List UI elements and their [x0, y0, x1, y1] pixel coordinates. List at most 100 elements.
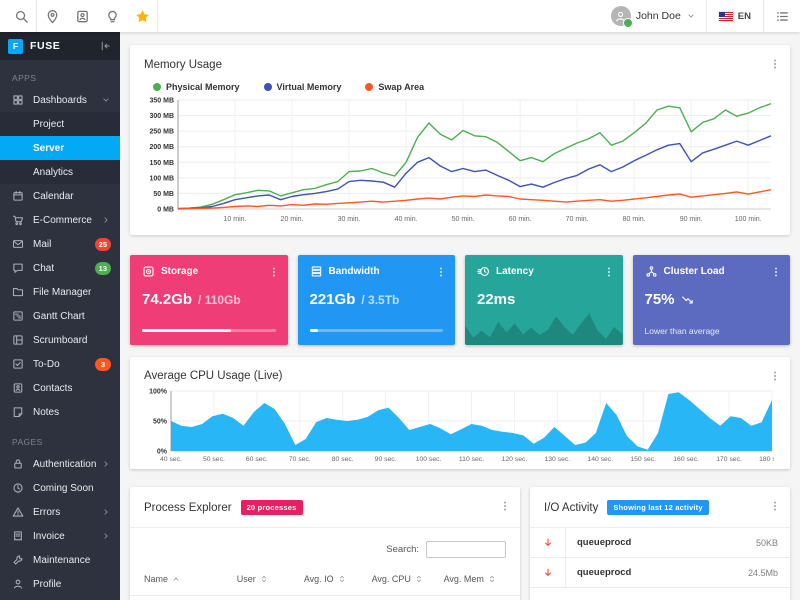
- sidebar-item-scrumboard[interactable]: Scrumboard: [0, 328, 120, 352]
- latency-header: Latency: [477, 265, 611, 278]
- svg-text:350 MB: 350 MB: [149, 98, 174, 105]
- legend-item-virtual-memory[interactable]: Virtual Memory: [263, 82, 341, 92]
- brand-name: FUSE: [30, 40, 61, 52]
- sidebar-item-e-commerce[interactable]: E-Commerce: [0, 208, 120, 232]
- kebab-menu-icon[interactable]: [268, 265, 280, 279]
- kebab-menu-icon[interactable]: [435, 265, 447, 279]
- todo-icon: [12, 358, 24, 370]
- process-explorer-card: Process Explorer 20 processes Search: Na…: [130, 487, 520, 600]
- legend-dot: [153, 83, 161, 91]
- column-header-name[interactable]: Name: [144, 574, 216, 584]
- sidebar-item-mail[interactable]: Mail 25: [0, 232, 120, 256]
- badge-count: 3: [95, 357, 111, 371]
- memory-usage-card: Memory Usage Physical Memory Virtual Memo…: [130, 45, 790, 235]
- sidebar-item-calendar[interactable]: Calendar: [0, 184, 120, 208]
- column-header-avg-io[interactable]: Avg. IO: [289, 574, 362, 584]
- search-label: Search:: [386, 544, 419, 555]
- kebab-menu-icon[interactable]: [499, 499, 511, 513]
- sidebar-item-server[interactable]: Server: [0, 136, 120, 160]
- bulb-button[interactable]: [97, 0, 127, 32]
- sidebar-item-label: Coming Soon: [33, 482, 94, 494]
- kebab-menu-icon[interactable]: [769, 57, 781, 71]
- column-header-user[interactable]: User: [216, 574, 289, 584]
- sidebar-item-invoice[interactable]: Invoice: [0, 524, 120, 548]
- kebab-menu-icon[interactable]: [769, 369, 781, 383]
- legend-item-swap-area[interactable]: Swap Area: [365, 82, 424, 92]
- top-toolbar: John Doe EN: [0, 0, 800, 32]
- latency-card: Latency 22ms: [465, 255, 623, 345]
- sidebar-item-file-manager[interactable]: File Manager: [0, 280, 120, 304]
- sidebar-header: F FUSE: [0, 32, 120, 60]
- user-menu[interactable]: John Doe: [601, 0, 706, 32]
- legend-dot: [263, 83, 272, 91]
- toolbar-divider: [157, 0, 158, 32]
- star-button[interactable]: [127, 0, 157, 32]
- toolbar-divider: [36, 0, 37, 32]
- io-process-name: queueprocd: [577, 567, 632, 578]
- badge-count: 25: [94, 237, 111, 251]
- sidebar-item-label: File Manager: [33, 286, 92, 298]
- process-table-header: Name User Avg. IO Avg. CPU Avg. Mem: [130, 564, 520, 596]
- legend-label: Physical Memory: [166, 82, 240, 92]
- memory-chart-holder: 0 MB 50 MB 100 MB 150 MB 200 MB 250 MB 300 MB 3…: [144, 95, 776, 230]
- language-selector[interactable]: EN: [707, 0, 763, 32]
- cpu-chart: 0% 50% 100% 40 sec. 50 sec. 60 sec. 70 sec. 80 …: [149, 389, 785, 464]
- sidebar-item-label: Errors: [33, 506, 61, 518]
- svg-text:100 min.: 100 min.: [735, 216, 762, 223]
- online-status-badge: [622, 18, 633, 28]
- io-activity-row[interactable]: queueprocd 24.5Mb: [530, 558, 790, 588]
- svg-text:200 MB: 200 MB: [149, 144, 174, 151]
- legend-item-physical-memory[interactable]: Physical Memory: [153, 82, 240, 92]
- column-label: User: [236, 574, 256, 584]
- storage-card: Storage 74.2Gb / 110Gb: [130, 255, 288, 345]
- sidebar-item-project[interactable]: Project: [0, 112, 120, 136]
- contacts-icon: [75, 9, 90, 24]
- svg-text:140 sec.: 140 sec.: [587, 456, 613, 463]
- process-search-input[interactable]: [426, 541, 506, 558]
- calendar-icon: [12, 190, 24, 202]
- sidebar-item-contacts[interactable]: Contacts: [0, 376, 120, 400]
- storage-value: 74.2Gb: [142, 291, 193, 308]
- sidebar-item-chat[interactable]: Chat 13: [0, 256, 120, 280]
- cart-icon: [12, 214, 24, 226]
- search-button[interactable]: [6, 0, 36, 32]
- sidebar-item-maintenance[interactable]: Maintenance: [0, 548, 120, 572]
- svg-text:160 sec.: 160 sec.: [673, 456, 699, 463]
- column-label: Avg. IO: [303, 574, 334, 584]
- sidebar-item-gantt-chart[interactable]: Gantt Chart: [0, 304, 120, 328]
- sidebar-item-errors[interactable]: Errors: [0, 500, 120, 524]
- sidebar-item-authentication[interactable]: Authentication: [0, 452, 120, 476]
- sidebar-item-search[interactable]: Search: [0, 596, 120, 600]
- receipt-icon: [12, 530, 24, 542]
- column-header-avg-cpu[interactable]: Avg. CPU: [361, 574, 434, 584]
- contacts-icon: [12, 382, 24, 394]
- io-activity-row[interactable]: queueprocd 50KB: [530, 528, 790, 558]
- place-button[interactable]: [37, 0, 67, 32]
- sidebar-item-label: Analytics: [33, 166, 74, 178]
- memory-chart: 0 MB 50 MB 100 MB 150 MB 200 MB 250 MB 300 MB 3…: [149, 98, 772, 223]
- bandwidth-header: Bandwidth: [310, 265, 444, 278]
- svg-text:110 sec.: 110 sec.: [459, 456, 484, 463]
- sort-both-icon: [415, 575, 423, 583]
- kebab-menu-icon[interactable]: [603, 265, 615, 279]
- column-header-avg-mem[interactable]: Avg. Mem: [434, 574, 507, 584]
- bandwidth-card: Bandwidth 221Gb / 3.5Tb: [297, 255, 455, 345]
- chevron-right-icon: [101, 507, 111, 517]
- cluster-load-card: Cluster Load 75% Lower than average: [632, 255, 790, 345]
- bandwidth-value: 221Gb: [309, 291, 356, 308]
- storage-progress-fill: [142, 329, 232, 332]
- sidebar-item-notes[interactable]: Notes: [0, 400, 120, 424]
- sidebar-item-dashboards[interactable]: Dashboards: [0, 88, 120, 112]
- sidebar-item-to-do[interactable]: To-Do 3: [0, 352, 120, 376]
- kebab-menu-icon[interactable]: [769, 499, 781, 513]
- bottom-row: Process Explorer 20 processes Search: Na…: [130, 487, 790, 600]
- star-icon: [135, 9, 150, 24]
- quick-panel-button[interactable]: [764, 0, 800, 32]
- sidebar-item-coming-soon[interactable]: Coming Soon: [0, 476, 120, 500]
- sidebar-collapse-button[interactable]: [100, 40, 112, 52]
- sidebar-item-profile[interactable]: Profile: [0, 572, 120, 596]
- svg-text:50%: 50%: [153, 419, 168, 426]
- sidebar-item-analytics[interactable]: Analytics: [0, 160, 120, 184]
- contacts-button[interactable]: [67, 0, 97, 32]
- kebab-menu-icon[interactable]: [770, 265, 782, 279]
